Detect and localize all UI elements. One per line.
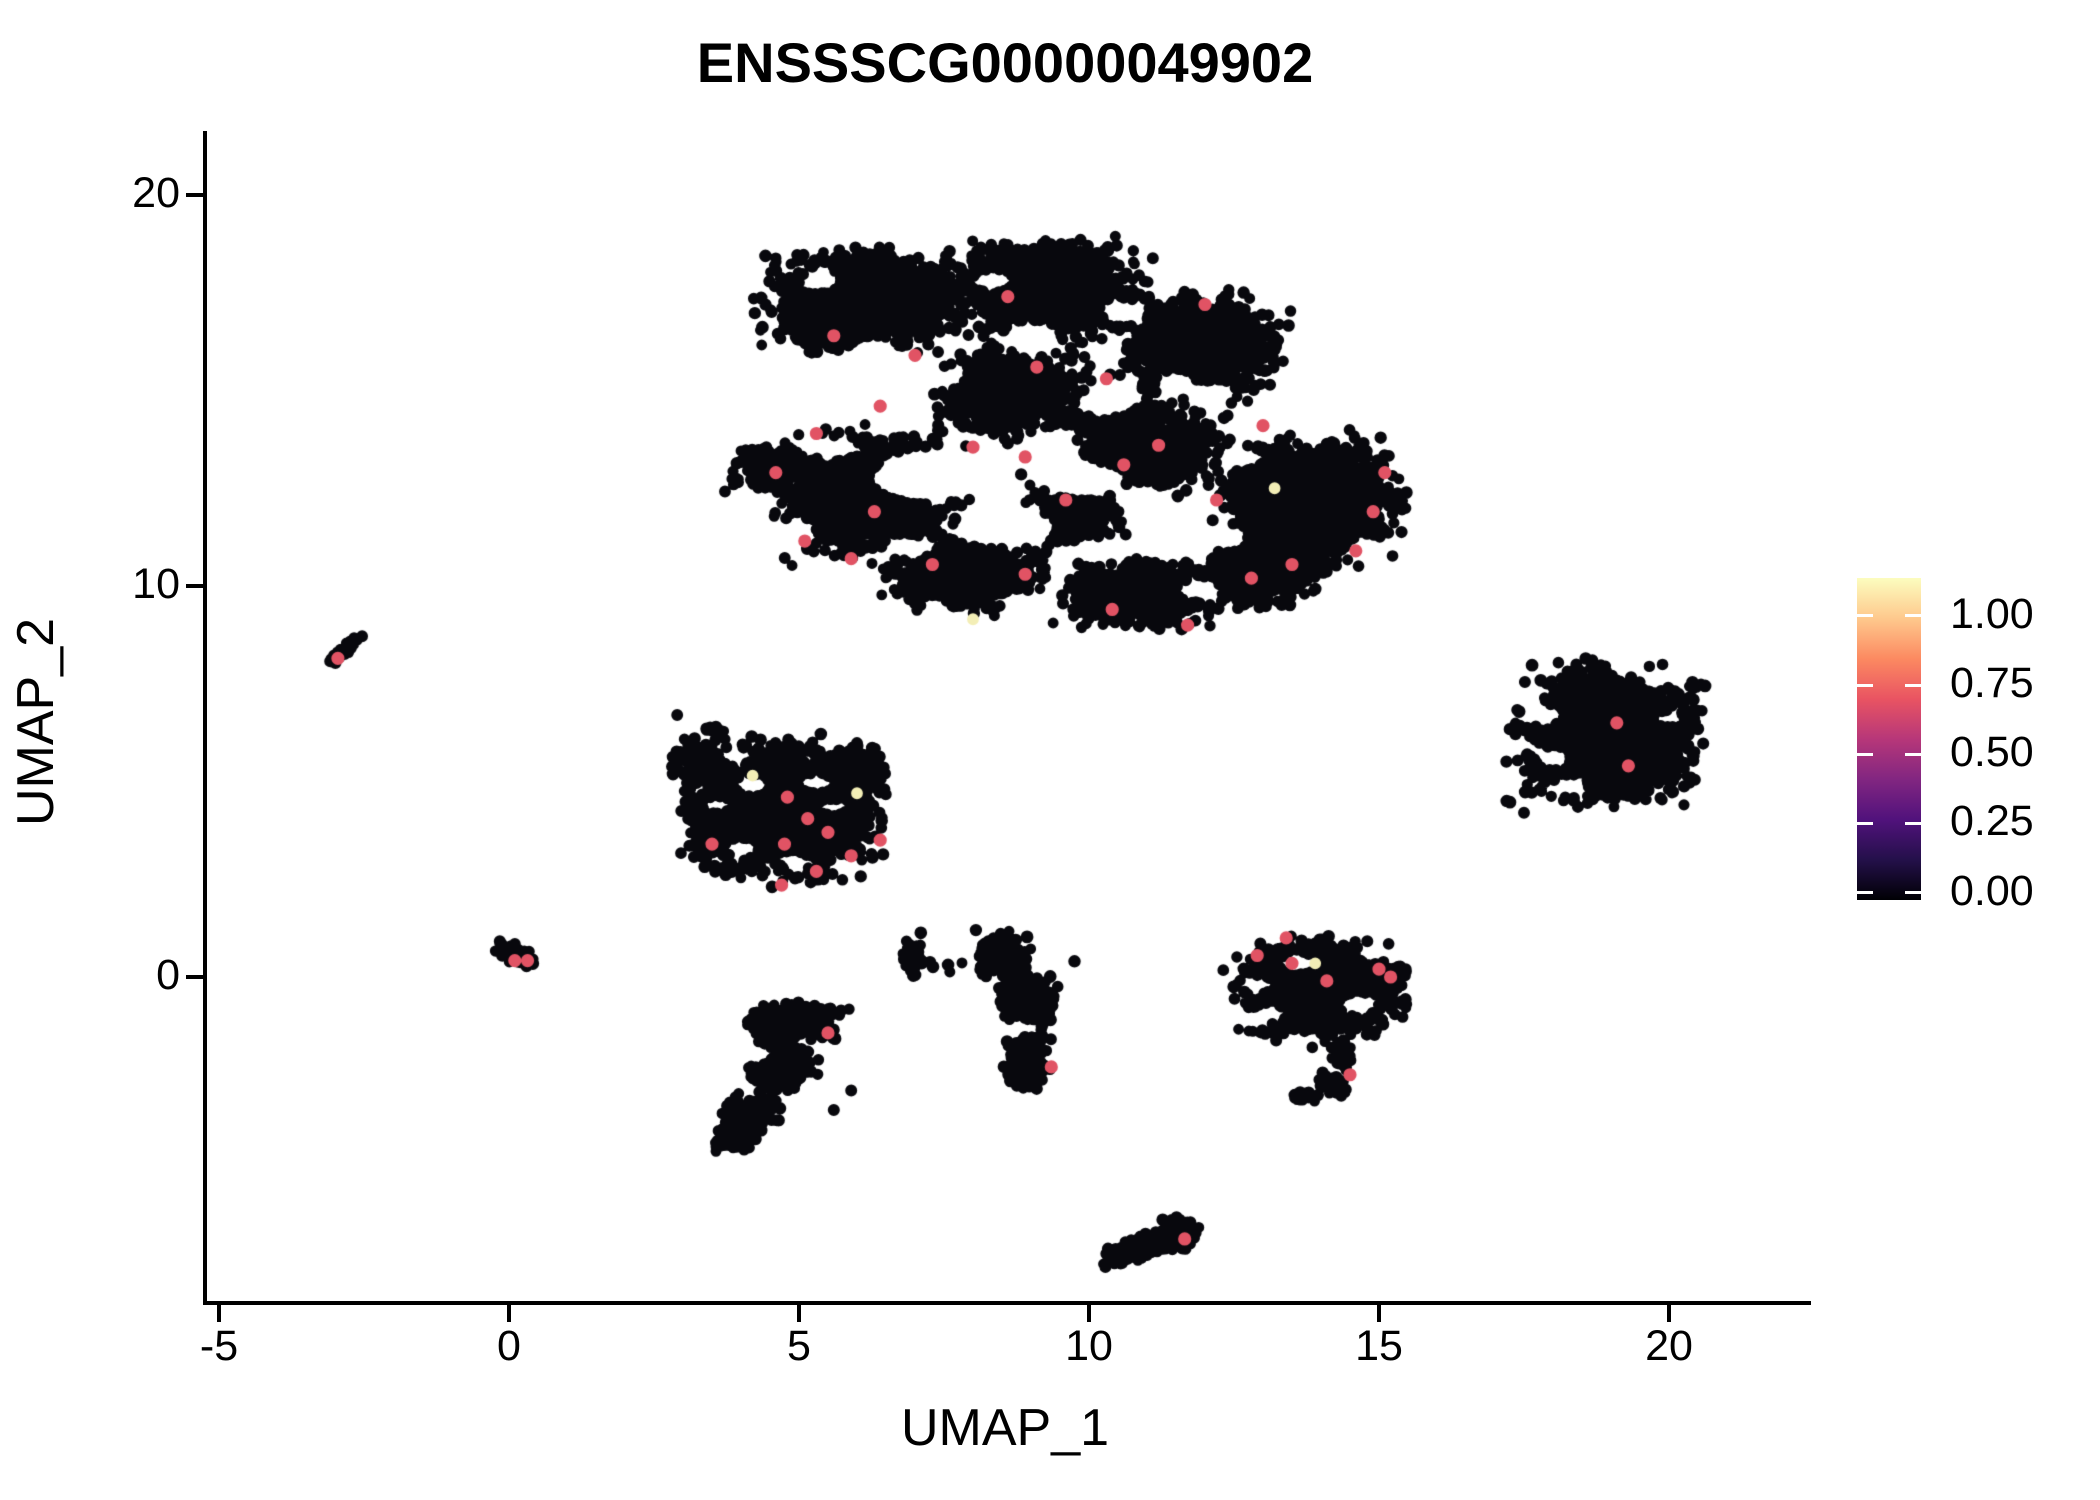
page-title: ENSSSCG00000049902 xyxy=(696,31,1314,94)
x-tick-mark xyxy=(1087,1305,1091,1322)
x-tick-label: 0 xyxy=(497,1322,521,1370)
y-tick-label: 10 xyxy=(132,560,180,608)
legend-tick-label: 0.25 xyxy=(1950,797,2034,846)
legend-tick-mark xyxy=(1905,821,1921,825)
x-tick-mark xyxy=(1667,1305,1671,1322)
legend-tick-mark xyxy=(1857,821,1873,825)
x-tick-label: 5 xyxy=(787,1322,811,1370)
legend-tick-label: 0.75 xyxy=(1950,659,2034,708)
legend-tick-mark xyxy=(1857,752,1873,756)
x-tick-label: 10 xyxy=(1065,1322,1113,1370)
y-tick-mark xyxy=(186,193,203,197)
x-tick-mark xyxy=(217,1305,221,1322)
legend-tick-mark xyxy=(1857,683,1873,687)
x-axis-title: UMAP_1 xyxy=(900,1399,1110,1457)
x-tick-label: 20 xyxy=(1645,1322,1693,1370)
y-axis-line xyxy=(203,131,207,1305)
legend-colorbar xyxy=(1857,578,1921,900)
y-tick-label: 0 xyxy=(156,951,180,999)
x-tick-mark xyxy=(507,1305,511,1322)
legend-tick-label: 0.50 xyxy=(1950,728,2034,777)
x-tick-label: 15 xyxy=(1355,1322,1403,1370)
legend-tick-mark xyxy=(1857,614,1873,618)
y-tick-mark xyxy=(186,584,203,588)
legend-tick-mark xyxy=(1905,614,1921,618)
y-tick-label: 20 xyxy=(132,169,180,217)
y-tick-mark xyxy=(186,975,203,979)
legend-tick-mark xyxy=(1905,683,1921,687)
legend-tick-mark xyxy=(1857,891,1873,895)
x-tick-mark xyxy=(1377,1305,1381,1322)
legend-tick-label: 1.00 xyxy=(1950,589,2034,638)
y-axis-title: UMAP_2 xyxy=(7,617,65,827)
legend-tick-label: 0.00 xyxy=(1950,866,2034,915)
x-tick-mark xyxy=(797,1305,801,1322)
x-axis-line xyxy=(203,1301,1811,1305)
legend-tick-mark xyxy=(1905,891,1921,895)
legend-tick-mark xyxy=(1905,752,1921,756)
x-tick-label: -5 xyxy=(199,1322,239,1370)
